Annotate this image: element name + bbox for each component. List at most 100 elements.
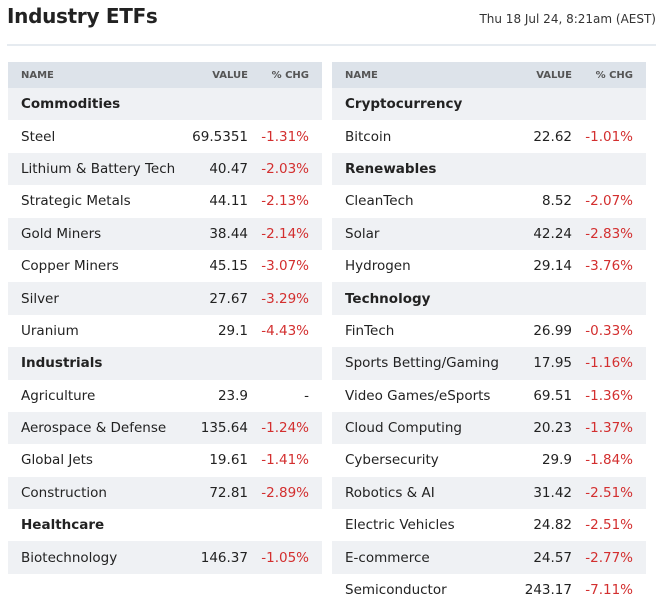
column-header: % CHG: [595, 69, 633, 81]
etf-value: 23.9: [217, 387, 248, 404]
etf-row: Semiconductor 243.17 -7.11%: [332, 574, 646, 606]
etf-row: CleanTech 8.52 -2.07%: [332, 185, 646, 217]
etf-change: -2.03%: [261, 160, 309, 177]
group-row: Healthcare: [8, 509, 322, 541]
etf-row: Video Games/eSports 69.51 -1.36%: [332, 380, 646, 412]
header-row: NAME VALUE % CHG: [8, 62, 322, 88]
etf-row: Uranium 29.1 -4.43%: [8, 315, 322, 347]
etf-name: Lithium & Battery Tech: [21, 160, 176, 177]
etf-value: 42.24: [533, 225, 572, 242]
etf-value: 29.1: [217, 322, 248, 339]
etf-value: 72.81: [209, 484, 248, 501]
etf-value: 69.51: [533, 387, 572, 404]
etf-row: Copper Miners 45.15 -3.07%: [8, 250, 322, 282]
etf-name: Robotics & AI: [345, 484, 435, 501]
etf-value: 24.82: [533, 517, 572, 534]
etf-name: Cloud Computing: [345, 420, 462, 437]
etf-name: E-commerce: [345, 549, 430, 566]
etf-change: -1.41%: [261, 452, 309, 469]
etf-name: Cybersecurity: [345, 452, 439, 469]
group-row: Commodities: [8, 88, 322, 121]
etf-change: -2.89%: [261, 484, 309, 501]
etf-value: 69.5351: [192, 128, 248, 145]
etf-name: Strategic Metals: [21, 193, 131, 210]
etf-name: Solar: [345, 225, 380, 242]
etf-change: -1.01%: [585, 128, 633, 145]
page-title: Industry ETFs: [7, 4, 158, 28]
etf-row: Strategic Metals 44.11 -2.13%: [8, 185, 322, 217]
etf-value: 22.62: [533, 128, 572, 145]
etf-value: 146.37: [200, 549, 248, 566]
header-row: NAME VALUE % CHG: [332, 62, 646, 88]
group-name: Renewables: [345, 160, 437, 177]
etf-value: 19.61: [209, 452, 248, 469]
column-header: % CHG: [271, 69, 309, 81]
etf-change: -2.51%: [585, 484, 633, 501]
etf-name: Bitcoin: [345, 128, 392, 145]
etf-value: 27.67: [209, 290, 248, 307]
etf-name: FinTech: [345, 322, 395, 339]
group-name: Technology: [345, 290, 431, 307]
etf-change: -1.36%: [585, 387, 633, 404]
etf-row: FinTech 26.99 -0.33%: [332, 315, 646, 347]
etf-name: Video Games/eSports: [345, 387, 491, 404]
etf-change: -3.76%: [585, 258, 633, 275]
etf-value: 17.95: [533, 355, 572, 372]
etf-change: -2.07%: [585, 193, 633, 210]
etf-row: Hydrogen 29.14 -3.76%: [332, 250, 646, 282]
etf-row: Construction 72.81 -2.89%: [8, 476, 322, 510]
column-header: NAME: [345, 69, 378, 81]
etf-change: -3.07%: [261, 258, 309, 275]
etf-name: Sports Betting/Gaming: [345, 355, 499, 372]
etf-value: 29.9: [541, 452, 572, 469]
etf-change: -1.16%: [585, 355, 633, 372]
group-row: Cryptocurrency: [332, 88, 646, 121]
etf-value: 24.57: [533, 549, 572, 566]
etf-change: -: [304, 387, 309, 404]
etf-name: Silver: [21, 290, 59, 307]
etf-table: NAME VALUE % CHG Commodities Steel 69.5351 -1.…: [8, 62, 322, 574]
etf-name: Steel: [21, 128, 56, 145]
etf-name: Global Jets: [21, 452, 93, 469]
etf-row: Lithium & Battery Tech 40.47 -2.03%: [8, 152, 322, 186]
divider: [7, 44, 656, 46]
etf-value: 38.44: [209, 225, 248, 242]
etf-name: Agriculture: [21, 387, 96, 404]
etf-change: -7.11%: [585, 582, 633, 599]
etf-name: Aerospace & Defense: [21, 420, 167, 437]
etf-value: 26.99: [533, 322, 572, 339]
etf-change: -2.77%: [585, 549, 633, 566]
etf-row: Sports Betting/Gaming 17.95 -1.16%: [332, 347, 646, 380]
etf-change: -2.83%: [585, 225, 633, 242]
etf-row: Solar 42.24 -2.83%: [332, 217, 646, 250]
etf-value: 20.23: [533, 420, 572, 437]
etf-name: Electric Vehicles: [345, 517, 455, 534]
etf-change: -1.84%: [585, 452, 633, 469]
column-header: VALUE: [536, 69, 572, 81]
etf-value: 40.47: [209, 160, 248, 177]
etf-change: -1.24%: [261, 420, 309, 437]
group-row: Renewables: [332, 152, 646, 186]
group-row: Technology: [332, 282, 646, 315]
etf-row: Cybersecurity 29.9 -1.84%: [332, 444, 646, 476]
etf-value: 44.11: [209, 193, 248, 210]
timestamp: Thu 18 Jul 24, 8:21am (AEST): [479, 12, 656, 26]
etf-row: E-commerce 24.57 -2.77%: [332, 541, 646, 574]
etf-name: Uranium: [21, 322, 79, 339]
etf-row: Agriculture 23.9 -: [8, 380, 322, 412]
etf-name: CleanTech: [345, 193, 414, 210]
etf-change: -3.29%: [261, 290, 309, 307]
etf-row: Robotics & AI 31.42 -2.51%: [332, 476, 646, 510]
etf-name: Hydrogen: [345, 258, 411, 275]
column-header: VALUE: [212, 69, 248, 81]
etf-name: Semiconductor: [345, 582, 447, 599]
etf-change: -2.51%: [585, 517, 633, 534]
etf-name: Biotechnology: [21, 549, 118, 566]
etf-value: 45.15: [209, 258, 248, 275]
etf-value: 135.64: [200, 420, 248, 437]
etf-name: Construction: [21, 484, 107, 501]
group-row: Industrials: [8, 347, 322, 380]
etf-row: Cloud Computing 20.23 -1.37%: [332, 411, 646, 445]
etf-value: 8.52: [541, 193, 572, 210]
